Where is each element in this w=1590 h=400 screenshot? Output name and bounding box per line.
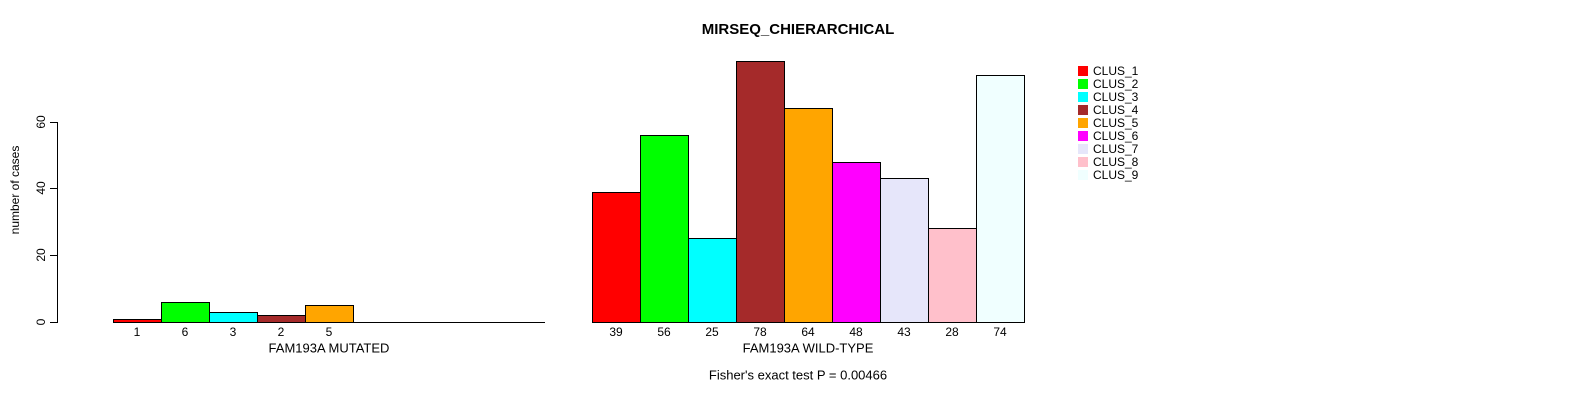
bar xyxy=(688,238,737,323)
legend-label: CLUS_5 xyxy=(1093,115,1139,130)
legend-label: CLUS_8 xyxy=(1093,154,1139,169)
chart-title: MIRSEQ_CHIERARCHICAL xyxy=(701,21,895,38)
bar xyxy=(880,178,929,323)
y-tick-label: 40 xyxy=(34,181,48,196)
bar-value-label: 5 xyxy=(325,325,333,339)
bar-value-label: 25 xyxy=(705,325,719,339)
legend-label: CLUS_6 xyxy=(1093,128,1139,143)
bar-value-label: 28 xyxy=(945,325,959,339)
bar-value-label: 1 xyxy=(133,325,141,339)
bar-value-label: 2 xyxy=(277,325,285,339)
y-axis-tick xyxy=(50,255,57,257)
bar xyxy=(209,312,258,323)
legend-swatch xyxy=(1078,143,1088,154)
y-tick-label: 60 xyxy=(34,114,48,129)
legend-label: CLUS_4 xyxy=(1093,102,1139,117)
bar-value-label: 43 xyxy=(897,325,911,339)
legend-swatch xyxy=(1078,91,1088,102)
bar xyxy=(784,108,833,323)
y-tick-label: 20 xyxy=(34,248,48,262)
legend-label: CLUS_3 xyxy=(1093,89,1139,104)
bar xyxy=(736,61,785,323)
legend-label: CLUS_1 xyxy=(1093,63,1139,78)
y-tick-label: 0 xyxy=(34,318,48,326)
legend-swatch xyxy=(1078,117,1088,128)
bar xyxy=(976,75,1025,323)
y-axis-line xyxy=(57,121,58,323)
bar-value-label: 48 xyxy=(849,325,863,339)
legend-swatch xyxy=(1078,78,1088,89)
legend-swatch xyxy=(1078,169,1088,180)
bar-value-label: 6 xyxy=(181,325,189,339)
bar xyxy=(592,192,641,323)
legend-label: CLUS_9 xyxy=(1093,167,1139,182)
legend-label: CLUS_7 xyxy=(1093,141,1139,156)
bar xyxy=(832,162,881,323)
y-axis-tick xyxy=(50,322,57,323)
bar-value-label: 3 xyxy=(229,325,237,339)
bar xyxy=(640,135,689,323)
legend-swatch xyxy=(1078,130,1088,141)
bar-value-label: 64 xyxy=(801,325,815,339)
bar xyxy=(161,302,210,323)
legend-swatch xyxy=(1078,156,1088,167)
bar-value-label: 78 xyxy=(753,325,767,339)
y-axis-label: number of cases xyxy=(8,145,22,235)
y-axis-tick xyxy=(50,188,57,190)
y-axis-tick xyxy=(50,121,57,123)
bar-value-label: 74 xyxy=(993,325,1007,339)
x-axis-label-wildtype: FAM193A WILD-TYPE xyxy=(742,340,874,356)
bar xyxy=(928,228,977,323)
bar xyxy=(257,315,306,323)
fisher-test-annotation: Fisher's exact test P = 0.00466 xyxy=(708,367,888,383)
legend-swatch xyxy=(1078,104,1088,115)
legend-swatch xyxy=(1078,65,1088,76)
bar xyxy=(113,319,162,323)
bar xyxy=(305,305,354,323)
legend-label: CLUS_2 xyxy=(1093,76,1139,91)
bar-value-label: 56 xyxy=(657,325,671,339)
bar-value-label: 39 xyxy=(609,325,623,339)
x-axis-label-mutated: FAM193A MUTATED xyxy=(268,340,390,356)
